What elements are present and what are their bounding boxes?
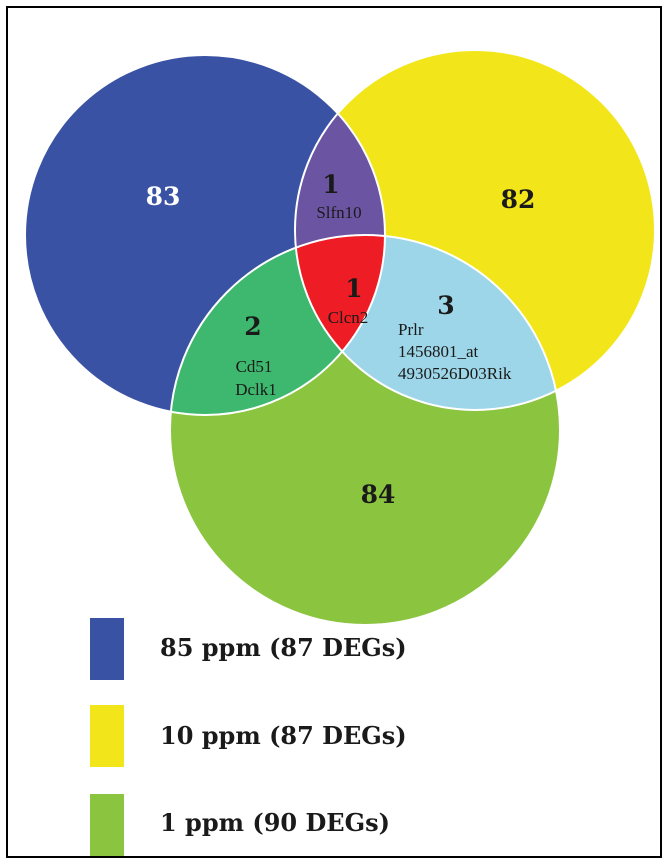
overlap-10-1-region [295,235,560,410]
legend-label-85ppm: 85 ppm (87 DEGs) [160,633,407,662]
legend-swatch-1ppm [90,794,124,856]
overlap-85-1-gene-1: Cd51 [236,357,273,376]
legend-swatch-10ppm [90,705,124,767]
legend-label-10ppm: 10 ppm (87 DEGs) [160,721,407,750]
overlap-10-1-gene-3: 4930526D03Rik [398,364,512,383]
overlap-85-1-gene-2: Dclk1 [235,380,277,399]
legend-swatch-85ppm [90,618,124,680]
overlap-10-1-count: 3 [437,291,454,320]
overlap-85-1-region [170,235,385,415]
overlap-all-gene-1: Clcn2 [328,308,369,327]
overlap-all-count: 1 [345,274,362,303]
only-1-count: 84 [361,480,396,509]
overlap-85-10-count: 1 [322,170,339,199]
only-85-count: 83 [146,182,181,211]
overlap-85-1-count: 2 [244,312,261,341]
legend-label-1ppm: 1 ppm (90 DEGs) [160,808,390,837]
overlap-10-1-gene-2: 1456801_at [398,342,479,361]
overlap-85-10-gene-1: Slfn10 [316,203,361,222]
overlap-10-1-gene-1: Prlr [398,320,424,339]
only-10-count: 82 [501,185,536,214]
